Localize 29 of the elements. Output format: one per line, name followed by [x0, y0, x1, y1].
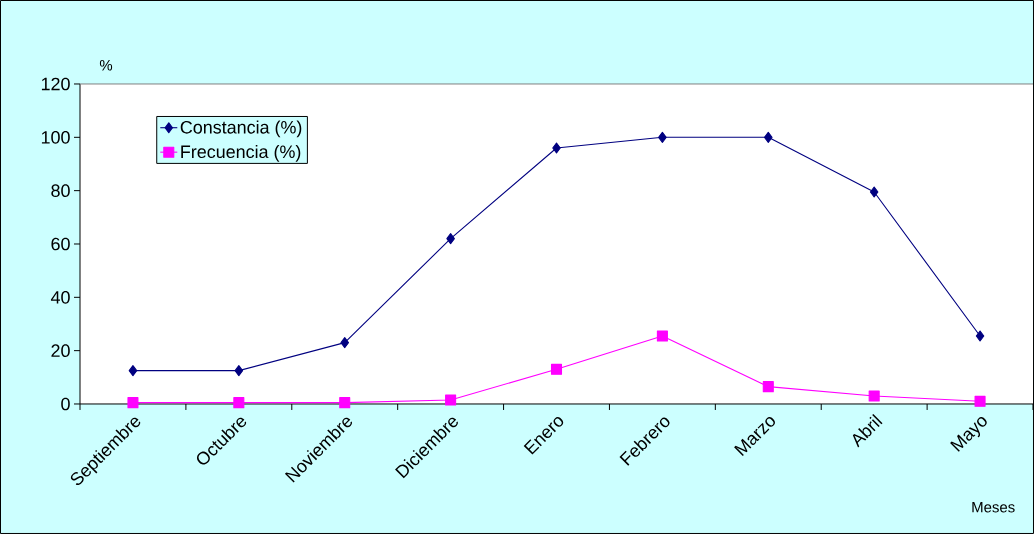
point [446, 233, 455, 245]
x-axis-title: Meses [972, 502, 1015, 513]
point [762, 381, 774, 393]
point [764, 131, 773, 143]
y-tick-label: 40 [50, 290, 70, 304]
point [445, 394, 457, 406]
y-axis-title: % [99, 60, 113, 71]
point [234, 365, 244, 377]
point [127, 397, 139, 409]
point [974, 395, 986, 407]
y-tick-label: 0 [61, 397, 70, 411]
point [339, 397, 351, 409]
y-tick-label: 20 [51, 344, 70, 357]
y-tick-label: 100 [41, 130, 70, 144]
point [552, 142, 561, 154]
point [550, 363, 563, 375]
y-tick-label: 120 [41, 77, 70, 91]
point [656, 330, 668, 342]
point [868, 390, 880, 402]
point [975, 330, 985, 342]
y-tick-label: 80 [51, 184, 70, 197]
point [869, 186, 879, 198]
point [233, 397, 245, 409]
legend-label: Constancia (%) [180, 120, 302, 138]
legend-label: Frecuencia (%) [181, 144, 301, 162]
y-tick-label: 60 [51, 237, 70, 251]
point [658, 131, 667, 143]
point [128, 365, 138, 377]
point [340, 337, 350, 349]
